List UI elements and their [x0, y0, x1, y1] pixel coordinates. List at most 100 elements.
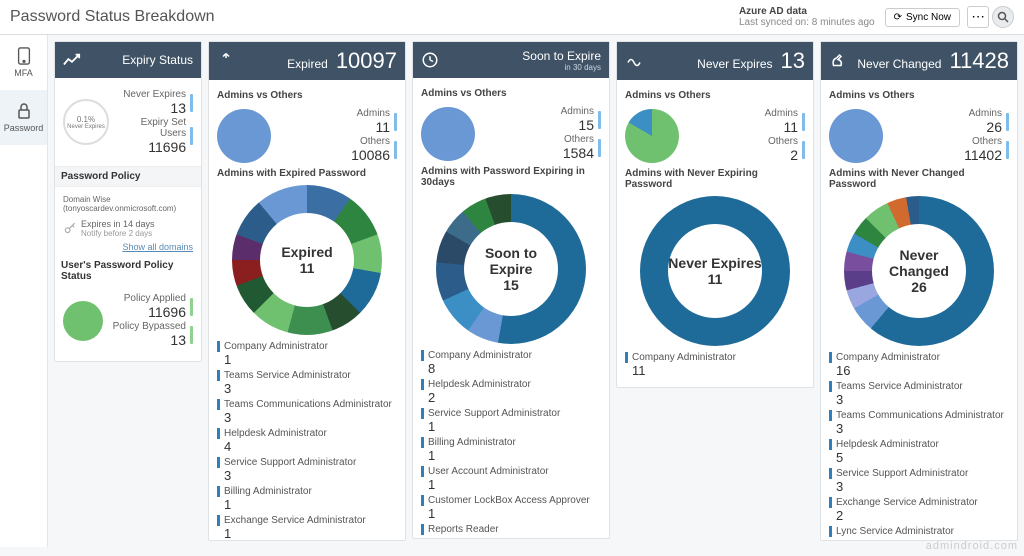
donut-num: 26 [911, 279, 927, 295]
admin-role-count: 1 [217, 352, 397, 367]
nav-mfa-label: MFA [14, 68, 33, 78]
admin-role-name: Company Administrator [829, 352, 1009, 363]
admin-role-name: Helpdesk Administrator [421, 379, 601, 390]
donut-label: Expired [281, 244, 332, 260]
more-button[interactable]: ⋯ [967, 6, 989, 28]
donut-label: Soon to Expire [464, 245, 558, 277]
admin-list: Company Administrator11 [625, 352, 805, 378]
admins-label: Admins [969, 108, 1002, 119]
donut-num: 11 [300, 260, 315, 276]
admins-label: Admins [765, 108, 798, 119]
applied-val: 11696 [124, 304, 186, 320]
admins-vs-others-heading: Admins vs Others [421, 88, 601, 99]
card-soon-to-expire: Soon to Expirein 30 daysAdmins vs Others… [412, 41, 610, 539]
sync-title: Azure AD data [739, 6, 875, 17]
expires-in: Expires in 14 days [81, 219, 155, 229]
page-header: Password Status Breakdown Azure AD data … [0, 0, 1024, 35]
card-header: Expired10097 [209, 42, 405, 80]
nav-mfa[interactable]: MFA [0, 35, 47, 90]
donut-chart: Never Expires11 [640, 196, 790, 346]
admin-role-name: Billing Administrator [217, 486, 397, 497]
admin-role-count: 1 [421, 506, 601, 521]
admin-list-item: Helpdesk Administrator4 [217, 428, 397, 454]
admins-vs-others-pie [421, 107, 475, 161]
bypassed-label: Policy Bypassed [113, 321, 186, 332]
admins-label: Admins [357, 108, 390, 119]
admin-list-item: Company Administrator8 [421, 350, 601, 376]
admin-role-name: Exchange Service Administrator [829, 497, 1009, 508]
admin-role-name: Lync Service Administrator [829, 526, 1009, 537]
admin-role-name: Service Support Administrator [829, 468, 1009, 479]
admin-list-item: Service Support Administrator3 [217, 457, 397, 483]
donut-heading: Admins with Never Expiring Password [625, 168, 805, 190]
admins-val: 11 [357, 119, 390, 135]
card-value: 13 [781, 48, 805, 74]
admin-role-name: Service Support Administrator [217, 457, 397, 468]
admin-list-item: Teams Service Administrator3 [829, 381, 1009, 407]
sync-subtitle: Last synced on: 8 minutes ago [739, 17, 875, 28]
admin-list-item: Billing Administrator1 [421, 437, 601, 463]
sync-now-button[interactable]: ⟳ Sync Now [885, 8, 960, 27]
card-icon [217, 52, 235, 70]
gauge-pct: 0.1% [77, 115, 95, 124]
admin-list-item: Teams Communications Administrator3 [829, 410, 1009, 436]
card-title: Soon to Expire [522, 49, 601, 63]
admin-role-name: Helpdesk Administrator [829, 439, 1009, 450]
admin-list-item: Teams Communications Administrator3 [217, 399, 397, 425]
donut-heading: Admins with Never Changed Password [829, 168, 1009, 190]
admins-vs-others-heading: Admins vs Others [217, 90, 397, 101]
nav-password[interactable]: Password [0, 90, 47, 145]
admin-role-count: 3 [217, 410, 397, 425]
card-subtitle: in 30 days [565, 63, 601, 72]
content: Expiry Status 0.1% Never Expires Never E… [48, 35, 1024, 547]
donut-chart: Soon to Expire15 [436, 194, 586, 344]
left-nav: MFA Password [0, 35, 48, 547]
admin-role-count: 3 [829, 392, 1009, 407]
show-all-domains-link[interactable]: Show all domains [63, 242, 193, 252]
admins-label: Admins [561, 106, 594, 117]
admin-role-count: 1 [217, 497, 397, 512]
card-title: Never Expires [697, 57, 772, 71]
others-val: 11402 [964, 147, 1002, 163]
card-icon [625, 52, 643, 70]
donut-num: 11 [708, 271, 723, 287]
card-body: Admins vs OthersAdmins15Others1584Admins… [413, 78, 609, 538]
admins-vs-others-pie [217, 109, 271, 163]
sync-info: Azure AD data Last synced on: 8 minutes … [739, 6, 875, 28]
admin-list-item: Service Support Administrator3 [829, 468, 1009, 494]
admin-list-item: Exchange Service Administrator2 [829, 497, 1009, 523]
admin-role-name: Company Administrator [217, 341, 397, 352]
watermark: admindroid.com [926, 540, 1018, 552]
admin-role-count: 2 [421, 390, 601, 405]
admin-role-count: 3 [829, 421, 1009, 436]
admin-role-count: 1 [421, 419, 601, 434]
card-value: 10097 [336, 48, 397, 74]
gauge-label: Never Expires [67, 124, 105, 130]
page-title: Password Status Breakdown [10, 8, 215, 26]
notify-before: Notify before 2 days [81, 229, 155, 238]
admin-list-item: Helpdesk Administrator2 [421, 379, 601, 405]
admin-list-item: Billing Administrator1 [217, 486, 397, 512]
policy-expiry-row: Expires in 14 days Notify before 2 days [63, 215, 193, 242]
admin-list: Company Administrator8 Helpdesk Administr… [421, 350, 601, 538]
never-expires-label: Never Expires [123, 89, 186, 100]
others-val: 2 [768, 147, 798, 163]
admin-role-count: 3 [217, 468, 397, 483]
others-label: Others [768, 136, 798, 147]
admins-val: 15 [561, 117, 594, 133]
card-body: Admins vs OthersAdmins11Others10086Admin… [209, 80, 405, 540]
card-header-expiry: Expiry Status [55, 42, 201, 78]
card-expiry-status: Expiry Status 0.1% Never Expires Never E… [54, 41, 202, 362]
bypassed-val: 13 [113, 332, 186, 348]
admin-role-name: Exchange Service Administrator [217, 515, 397, 526]
card-never-changed: Never Changed11428Admins vs OthersAdmins… [820, 41, 1018, 541]
card-never-expires: Never Expires13Admins vs OthersAdmins11O… [616, 41, 814, 388]
refresh-icon: ⟳ [894, 12, 902, 23]
admins-vs-others-pie [625, 109, 679, 163]
others-label: Others [563, 134, 594, 145]
admin-role-count: 5 [829, 450, 1009, 465]
admin-list: Company Administrator16Teams Service Adm… [829, 352, 1009, 540]
domain-line: Domain Wise (tonyoscardev.onmicrosoft.co… [63, 193, 193, 215]
others-label: Others [351, 136, 390, 147]
search-button[interactable] [992, 6, 1014, 28]
